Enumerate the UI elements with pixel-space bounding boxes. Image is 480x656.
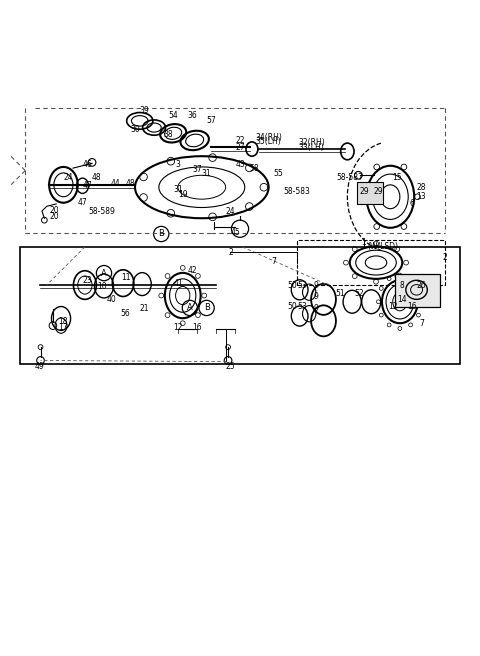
Text: 1: 1 — [362, 237, 366, 247]
Text: 25: 25 — [226, 361, 235, 371]
Text: 31: 31 — [173, 185, 183, 194]
Text: B: B — [158, 230, 164, 239]
Text: 15: 15 — [393, 173, 402, 182]
Text: 12: 12 — [173, 323, 183, 333]
Text: 52: 52 — [355, 289, 364, 298]
Bar — [395, 274, 441, 306]
Text: 33(LH): 33(LH) — [299, 143, 324, 152]
Text: 32(RH): 32(RH) — [298, 138, 325, 148]
Text: 49: 49 — [35, 361, 45, 371]
Text: 31: 31 — [202, 169, 211, 178]
Text: B: B — [204, 304, 210, 312]
Text: 24: 24 — [63, 173, 73, 182]
Text: 58: 58 — [250, 163, 259, 173]
Text: 28: 28 — [417, 183, 426, 192]
Text: 40: 40 — [106, 295, 116, 304]
Text: 27: 27 — [235, 143, 245, 152]
Text: 45: 45 — [230, 228, 240, 237]
Text: 50: 50 — [288, 281, 298, 289]
Text: 42: 42 — [188, 266, 197, 276]
Text: 48: 48 — [125, 179, 135, 188]
Bar — [357, 182, 383, 204]
Text: 17: 17 — [59, 323, 68, 333]
Text: 48: 48 — [92, 173, 102, 182]
Text: 20: 20 — [49, 205, 59, 215]
Text: 13: 13 — [417, 192, 426, 201]
Text: 50: 50 — [288, 302, 298, 311]
Text: 53: 53 — [297, 302, 307, 311]
Text: 29: 29 — [359, 188, 369, 197]
Text: 53: 53 — [297, 281, 307, 289]
Text: 12: 12 — [388, 302, 397, 311]
Text: 23: 23 — [83, 276, 92, 285]
Text: 38: 38 — [164, 131, 173, 139]
Text: 43: 43 — [235, 160, 245, 169]
Text: 56: 56 — [120, 309, 131, 318]
Text: 10: 10 — [97, 281, 107, 291]
Text: 36: 36 — [187, 111, 197, 120]
Text: 47: 47 — [83, 181, 92, 190]
Text: 51: 51 — [336, 289, 345, 298]
Text: 58-587: 58-587 — [336, 173, 363, 182]
Text: 16: 16 — [192, 323, 202, 333]
Text: 26: 26 — [417, 281, 426, 289]
Text: 54: 54 — [168, 111, 178, 120]
Text: 9: 9 — [314, 304, 319, 314]
Text: 7: 7 — [271, 256, 276, 266]
Text: 2: 2 — [228, 248, 233, 257]
Text: (W/LSD): (W/LSD) — [368, 242, 399, 251]
Bar — [21, 247, 459, 364]
Text: 2: 2 — [443, 253, 447, 262]
Text: 39: 39 — [140, 106, 149, 115]
Text: 9: 9 — [314, 281, 319, 289]
Text: 47: 47 — [78, 198, 87, 207]
Text: 22: 22 — [235, 136, 245, 145]
Text: 20: 20 — [49, 213, 59, 221]
Text: 9: 9 — [314, 293, 319, 302]
Text: A: A — [187, 304, 193, 312]
Text: A: A — [101, 268, 107, 277]
Text: 8: 8 — [400, 281, 405, 289]
Text: 58-589: 58-589 — [88, 207, 115, 216]
Text: 24: 24 — [226, 207, 235, 216]
Text: 58-583: 58-583 — [284, 186, 311, 195]
Text: 14: 14 — [397, 295, 407, 304]
Text: 29: 29 — [373, 188, 383, 197]
Text: 18: 18 — [59, 318, 68, 326]
Text: 11: 11 — [120, 274, 130, 282]
Text: 37: 37 — [192, 165, 202, 174]
Text: 34(RH): 34(RH) — [255, 133, 282, 142]
Text: 55: 55 — [273, 169, 283, 178]
Text: 6: 6 — [409, 199, 414, 209]
Text: 16: 16 — [407, 302, 417, 311]
Text: 30: 30 — [130, 125, 140, 134]
Text: 35(LH): 35(LH) — [256, 137, 281, 146]
Text: 7: 7 — [419, 319, 424, 328]
Text: 44: 44 — [111, 179, 121, 188]
Text: 46: 46 — [83, 160, 92, 169]
Text: 21: 21 — [140, 304, 149, 314]
Text: 3: 3 — [176, 160, 180, 169]
Text: 57: 57 — [206, 116, 216, 125]
Text: 19: 19 — [178, 190, 188, 199]
Text: 41: 41 — [173, 279, 183, 288]
